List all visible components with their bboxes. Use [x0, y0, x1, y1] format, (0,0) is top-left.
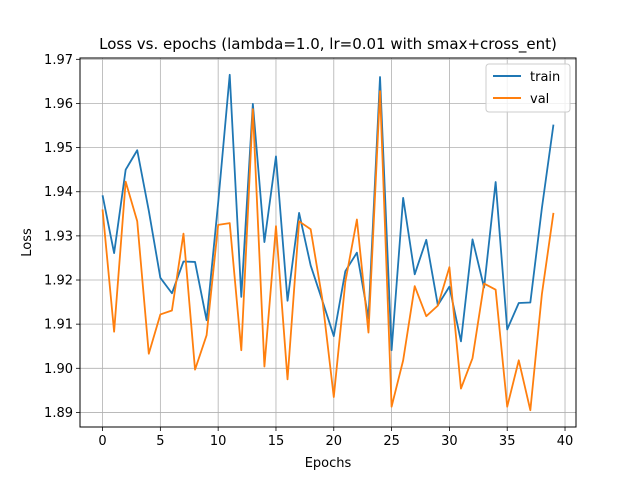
y-axis-label: Loss [20, 228, 35, 257]
chart-title: Loss vs. epochs (lambda=1.0, lr=0.01 wit… [99, 35, 557, 54]
y-tick-label: 1.92 [44, 274, 73, 289]
y-tick-label: 1.91 [44, 318, 73, 333]
x-tick-label: 15 [268, 434, 285, 449]
x-tick-label: 20 [326, 434, 343, 449]
x-tick-label: 10 [210, 434, 227, 449]
y-tick-label: 1.94 [44, 185, 73, 200]
y-tick-label: 1.89 [44, 406, 73, 421]
y-tick-label: 1.96 [44, 97, 73, 112]
legend-label-train: train [530, 70, 560, 85]
plot-frame [79, 57, 577, 428]
x-tick-label: 40 [557, 434, 574, 449]
x-tick-label: 30 [441, 434, 458, 449]
grid [80, 58, 576, 427]
x-tick-label: 25 [383, 434, 400, 449]
y-tick-label: 1.90 [44, 362, 73, 377]
x-tick-label: 5 [156, 434, 164, 449]
y-tick-label: 1.93 [44, 229, 73, 244]
series-line-val [101, 90, 555, 412]
y-tick-label: 1.95 [44, 141, 73, 156]
y-tick-label: 1.97 [44, 53, 73, 68]
legend-label-val: val [530, 92, 549, 107]
x-axis-label: Epochs [305, 456, 352, 471]
x-tick-label: 35 [499, 434, 516, 449]
series-lines [101, 73, 555, 412]
legend: train val [485, 63, 571, 113]
x-tick-label: 0 [98, 434, 106, 449]
axis-ticks: 0 5 10 15 20 25 30 35 40 1.89 1.90 1.91 1.92 1.93 1.94… [44, 53, 573, 449]
